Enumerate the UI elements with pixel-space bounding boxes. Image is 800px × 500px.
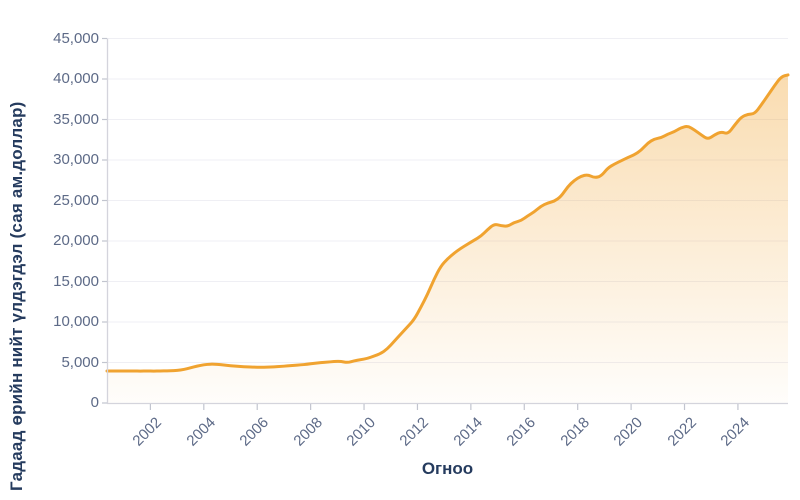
y-tick-label: 10,000 (53, 313, 99, 330)
y-tick-label: 20,000 (53, 232, 99, 249)
y-tick-label: 15,000 (53, 272, 99, 290)
y-tick-label: 5,000 (61, 353, 99, 371)
y-tick-label: 0 (90, 394, 99, 411)
y-axis-title: Гадаад өрийн нийт үлдэгдэл (сая ам.долла… (7, 101, 26, 491)
x-axis-title: Огноо (421, 459, 474, 478)
area-fill (107, 74, 788, 403)
y-tick-label: 40,000 (53, 70, 99, 87)
y-tick-label: 25,000 (53, 191, 99, 209)
y-tick-label: 30,000 (53, 151, 99, 168)
y-tick-label: 45,000 (53, 29, 99, 47)
y-tick-label: 35,000 (53, 110, 99, 128)
debt-line (105, 73, 790, 373)
